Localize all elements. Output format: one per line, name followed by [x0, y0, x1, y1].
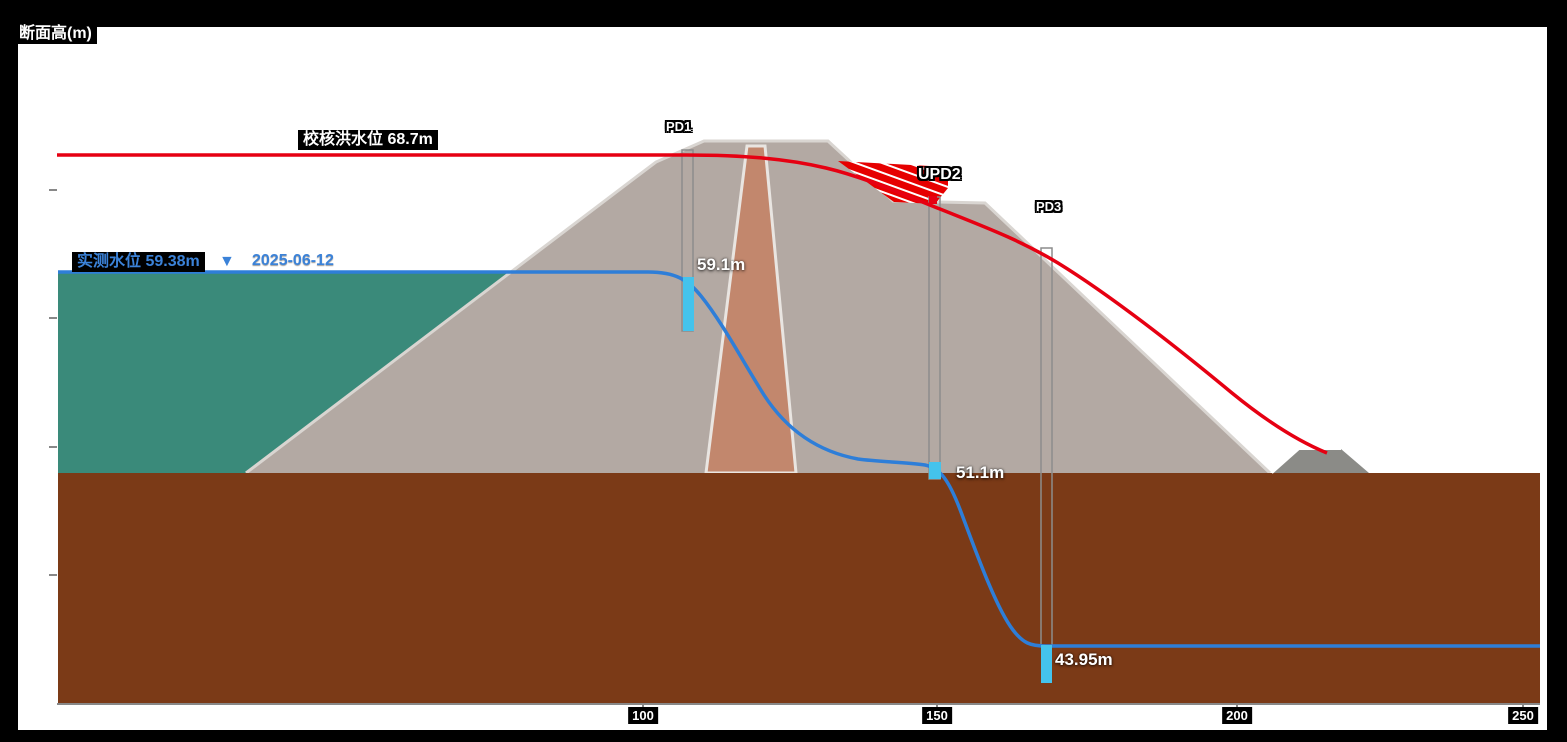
- piezometer-label-1: PD1: [666, 119, 692, 134]
- measured-level-label: 实测水位 59.38m: [72, 252, 205, 273]
- x-tick-label-200: 200: [1222, 707, 1252, 724]
- y-axis-ticks: [49, 189, 57, 576]
- water-level-marker-icon: ▼: [219, 253, 235, 270]
- x-tick-label-150: 150: [922, 707, 952, 724]
- phreatic-line: [58, 270, 1540, 648]
- x-axis-ticks: [642, 704, 1524, 711]
- overtop-zone-label: UPD2: [918, 166, 961, 183]
- x-tick-label-100: 100: [628, 707, 658, 724]
- flood-line-marker: [929, 196, 937, 204]
- piezometer-water-column-3: [1041, 645, 1052, 683]
- x-tick-label-250: 250: [1508, 707, 1538, 724]
- toe-drain-edge-line: [1271, 448, 1341, 474]
- piezometer-water-column-1: [683, 277, 694, 331]
- foundation-region: [58, 473, 1540, 703]
- measurement-date: 2025-06-12: [252, 252, 334, 269]
- upstream-water-region: [58, 272, 514, 473]
- flood-overtop-zone: [838, 161, 948, 204]
- piezometer-label-3: PD3: [1036, 199, 1062, 214]
- toe-drain-mound: [1272, 449, 1369, 473]
- piezometer-reading-3: 43.95m: [1055, 650, 1113, 669]
- flood-level-line: [57, 153, 1328, 455]
- y-axis-title: 断面高(m): [14, 24, 97, 45]
- piezometer-reading-2: 51.1m: [956, 463, 1005, 482]
- piezometer-water-column-2: [929, 462, 941, 479]
- dam-slope-edge-line: [245, 139, 1272, 475]
- piezometer-reading-1: 59.1m: [697, 255, 746, 274]
- flood-level-label: 校核洪水位 68.7m: [298, 130, 438, 151]
